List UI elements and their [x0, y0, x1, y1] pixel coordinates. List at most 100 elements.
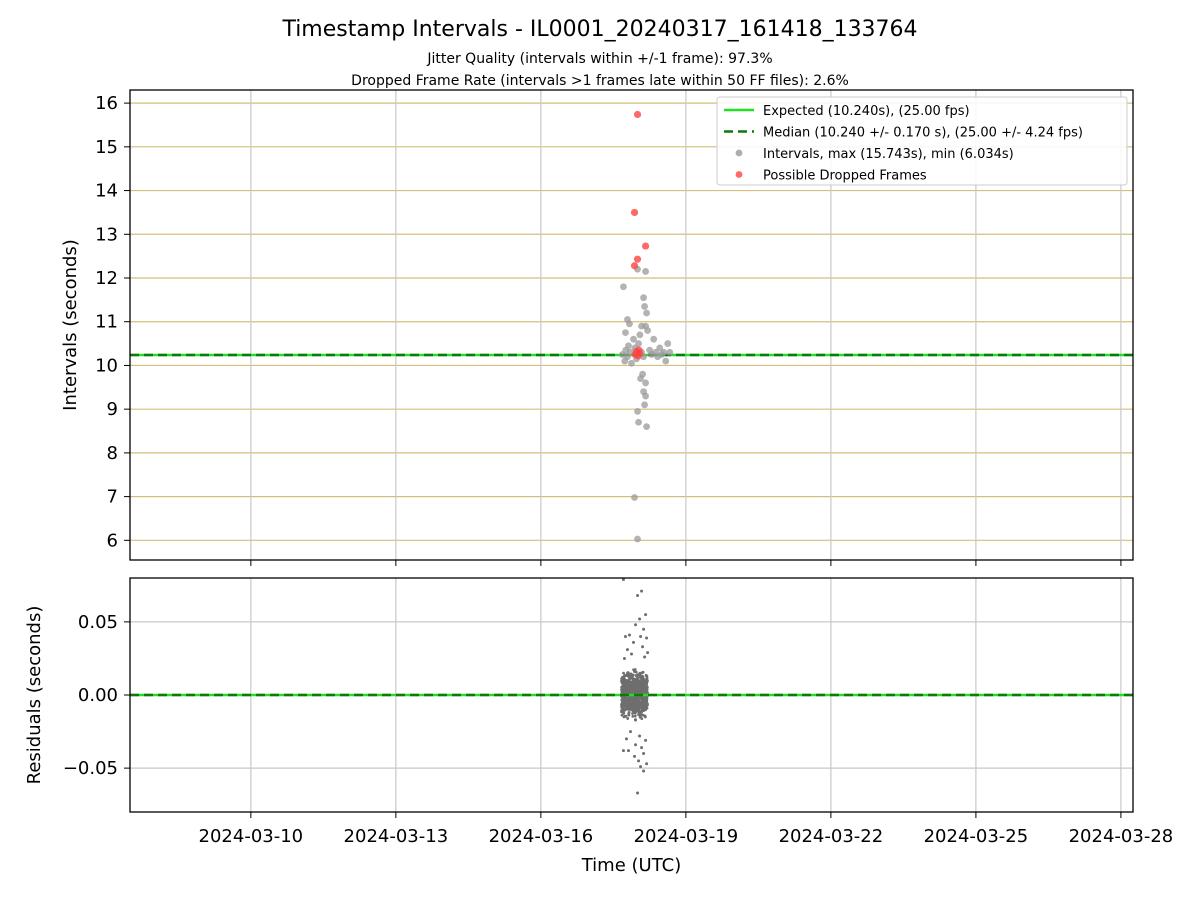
residual-point	[634, 743, 638, 747]
dropped-frame-point	[633, 110, 642, 119]
interval-point	[640, 294, 647, 302]
residual-point	[645, 636, 649, 640]
interval-point	[635, 340, 642, 347]
residual-point	[622, 671, 625, 675]
residual-point	[623, 635, 627, 638]
residual-point	[629, 674, 633, 678]
residual-point	[621, 749, 625, 753]
residual-point	[631, 709, 635, 713]
residual-point	[628, 730, 632, 734]
residual-point	[625, 671, 629, 675]
residual-point	[643, 698, 647, 702]
x-tick-label: 2024-03-28	[1069, 826, 1174, 847]
residual-point	[641, 709, 644, 713]
residual-point	[640, 671, 644, 675]
residual-point	[622, 709, 626, 712]
residual-point	[631, 714, 635, 718]
residual-point	[632, 689, 636, 693]
residual-point	[644, 673, 648, 677]
residual-point	[626, 687, 630, 691]
residual-point	[637, 697, 641, 701]
residual-point	[636, 678, 640, 682]
residual-point	[637, 705, 641, 709]
top-y-tick-label: 14	[95, 181, 118, 202]
residual-point	[630, 690, 634, 694]
residual-point	[622, 688, 626, 692]
legend-item-label: Intervals, max (15.743s), min (6.034s)	[763, 147, 1014, 162]
interval-point	[622, 329, 629, 337]
residual-point	[634, 674, 638, 677]
residual-point	[639, 697, 643, 700]
bottom-y-axis-label: Residuals (seconds)	[24, 606, 45, 785]
residual-point	[646, 691, 649, 695]
residual-point	[628, 705, 632, 709]
residual-point	[638, 689, 642, 693]
top-y-tick-label: 13	[95, 224, 118, 245]
residual-point	[633, 711, 637, 715]
top-plot-points	[619, 110, 674, 543]
residual-point	[635, 689, 639, 693]
residual-point	[640, 746, 644, 750]
residual-point	[645, 686, 648, 690]
residual-point	[621, 703, 625, 707]
dropped-frame-point	[641, 242, 650, 250]
top-y-tick-label: 6	[107, 530, 118, 551]
residual-point	[642, 627, 646, 631]
residual-point	[634, 670, 638, 674]
interval-point	[642, 392, 649, 400]
residual-point	[637, 687, 641, 691]
chart-title: Timestamp Intervals - IL0001_20240317_16…	[281, 17, 917, 42]
residual-point	[624, 737, 628, 741]
residual-point	[640, 683, 644, 687]
residual-point	[642, 769, 646, 773]
residual-point	[642, 696, 646, 700]
residual-point	[643, 655, 647, 659]
interval-point	[634, 535, 641, 543]
top-y-tick-label: 8	[107, 443, 118, 464]
residual-point	[633, 677, 637, 681]
residual-point	[638, 734, 642, 738]
residual-point	[620, 685, 624, 689]
residual-point	[622, 677, 626, 680]
residual-point	[621, 682, 625, 686]
residual-point	[632, 640, 636, 644]
residual-point	[636, 594, 640, 598]
residual-point	[629, 672, 633, 676]
interval-point	[628, 359, 635, 367]
residual-point	[638, 713, 642, 717]
residual-point	[645, 681, 649, 685]
residual-point	[620, 679, 623, 683]
residual-point	[644, 738, 648, 742]
top-y-ticks: 6 7 8 9 10 11 12 13 14 15 16	[95, 93, 130, 551]
chart-legend: Expected (10.240s), (25.00 fps) Median (1…	[716, 96, 1128, 186]
legend-item-label: Median (10.240 +/- 0.170 s), (25.00 +/- …	[763, 126, 1083, 141]
bottom-y-tick-label: 0.00	[78, 685, 118, 706]
interval-point	[660, 348, 668, 356]
residual-point	[643, 707, 647, 710]
residual-point	[639, 635, 643, 638]
interval-point	[666, 348, 674, 356]
residual-point	[633, 714, 637, 718]
top-y-tick-label: 16	[95, 93, 118, 114]
interval-point	[637, 375, 644, 382]
residual-point	[641, 702, 645, 706]
residual-point	[627, 711, 631, 714]
interval-point	[635, 418, 642, 426]
residual-point	[644, 684, 648, 687]
residual-point	[630, 652, 633, 656]
dropped-frame-point	[633, 255, 642, 263]
residual-point	[635, 699, 638, 703]
residual-point	[633, 681, 637, 684]
residual-point	[638, 617, 642, 621]
interval-point	[644, 327, 652, 334]
residual-point	[620, 713, 624, 717]
residual-point	[621, 577, 625, 581]
top-plot-frame	[129, 89, 1134, 561]
legend-item-label: Expected (10.240s), (25.00 fps)	[763, 104, 970, 119]
interval-point	[620, 283, 627, 291]
residual-point	[625, 698, 628, 701]
bottom-x-ticks: 2024-03-10 2024-03-13 2024-03-16 2024-03-19…	[199, 812, 1174, 847]
dropped-frame-point	[630, 208, 639, 217]
